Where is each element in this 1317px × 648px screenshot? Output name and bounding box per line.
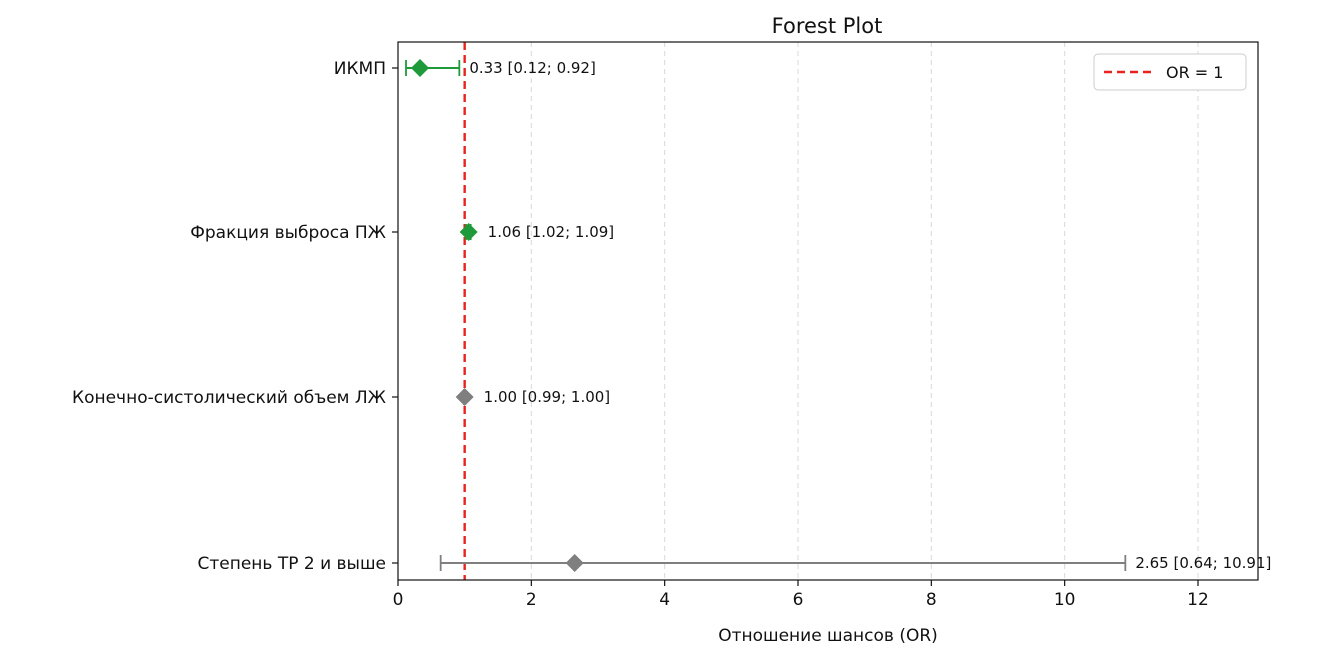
- forest-row-2: 1.06 [1.02; 1.09]: [459, 223, 614, 241]
- x-tick-label-6: 6: [793, 590, 804, 610]
- or-point-marker-2: [459, 223, 478, 241]
- y-category-label-4: Степень ТР 2 и выше: [197, 554, 386, 574]
- legend-entry-or-1: OR = 1: [1166, 63, 1223, 82]
- y-category-label-3: Конечно-систолический объем ЛЖ: [72, 388, 386, 408]
- forest-row-1: 0.33 [0.12; 0.92]: [405, 59, 596, 77]
- or-point-marker-3: [455, 388, 474, 406]
- x-tick-label-8: 8: [926, 590, 937, 610]
- x-tick-label-4: 4: [659, 590, 670, 610]
- y-axis-ticks: ИКМП Фракция выброса ПЖ Конечно-систоличес…: [72, 59, 398, 574]
- or-value-label-1: 0.33 [0.12; 0.92]: [469, 59, 596, 77]
- plot-area-frame: [397, 41, 1259, 581]
- or-value-label-2: 1.06 [1.02; 1.09]: [488, 223, 614, 241]
- legend: OR = 1: [1093, 53, 1247, 91]
- x-tick-label-2: 2: [526, 590, 537, 610]
- forest-row-4: 2.65 [0.64; 10.91]: [439, 554, 1271, 572]
- x-tick-label-0: 0: [393, 590, 404, 610]
- x-tick-label-10: 10: [1054, 590, 1076, 610]
- y-category-label-1: ИКМП: [334, 59, 386, 79]
- forest-row-3: 1.00 [0.99; 1.00]: [455, 388, 610, 406]
- data-series: 0.33 [0.12; 0.92] 1.06 [1.02; 1.09] 1.00 […: [405, 59, 1271, 572]
- or-value-label-4: 2.65 [0.64; 10.91]: [1135, 554, 1271, 572]
- or-point-marker-4: [565, 554, 584, 572]
- x-axis-ticks: 0 2 4 6 8 10 12: [393, 580, 1209, 610]
- or-point-marker-1: [411, 59, 429, 77]
- or-value-label-3: 1.00 [0.99; 1.00]: [484, 388, 610, 406]
- chart-title: Forest Plot: [772, 14, 883, 38]
- x-tick-label-12: 12: [1187, 590, 1209, 610]
- grid-lines: [397, 42, 1199, 580]
- x-axis-label: Отношение шансов (OR): [718, 626, 938, 646]
- legend-box: [1093, 53, 1247, 91]
- y-category-label-2: Фракция выброса ПЖ: [190, 223, 386, 243]
